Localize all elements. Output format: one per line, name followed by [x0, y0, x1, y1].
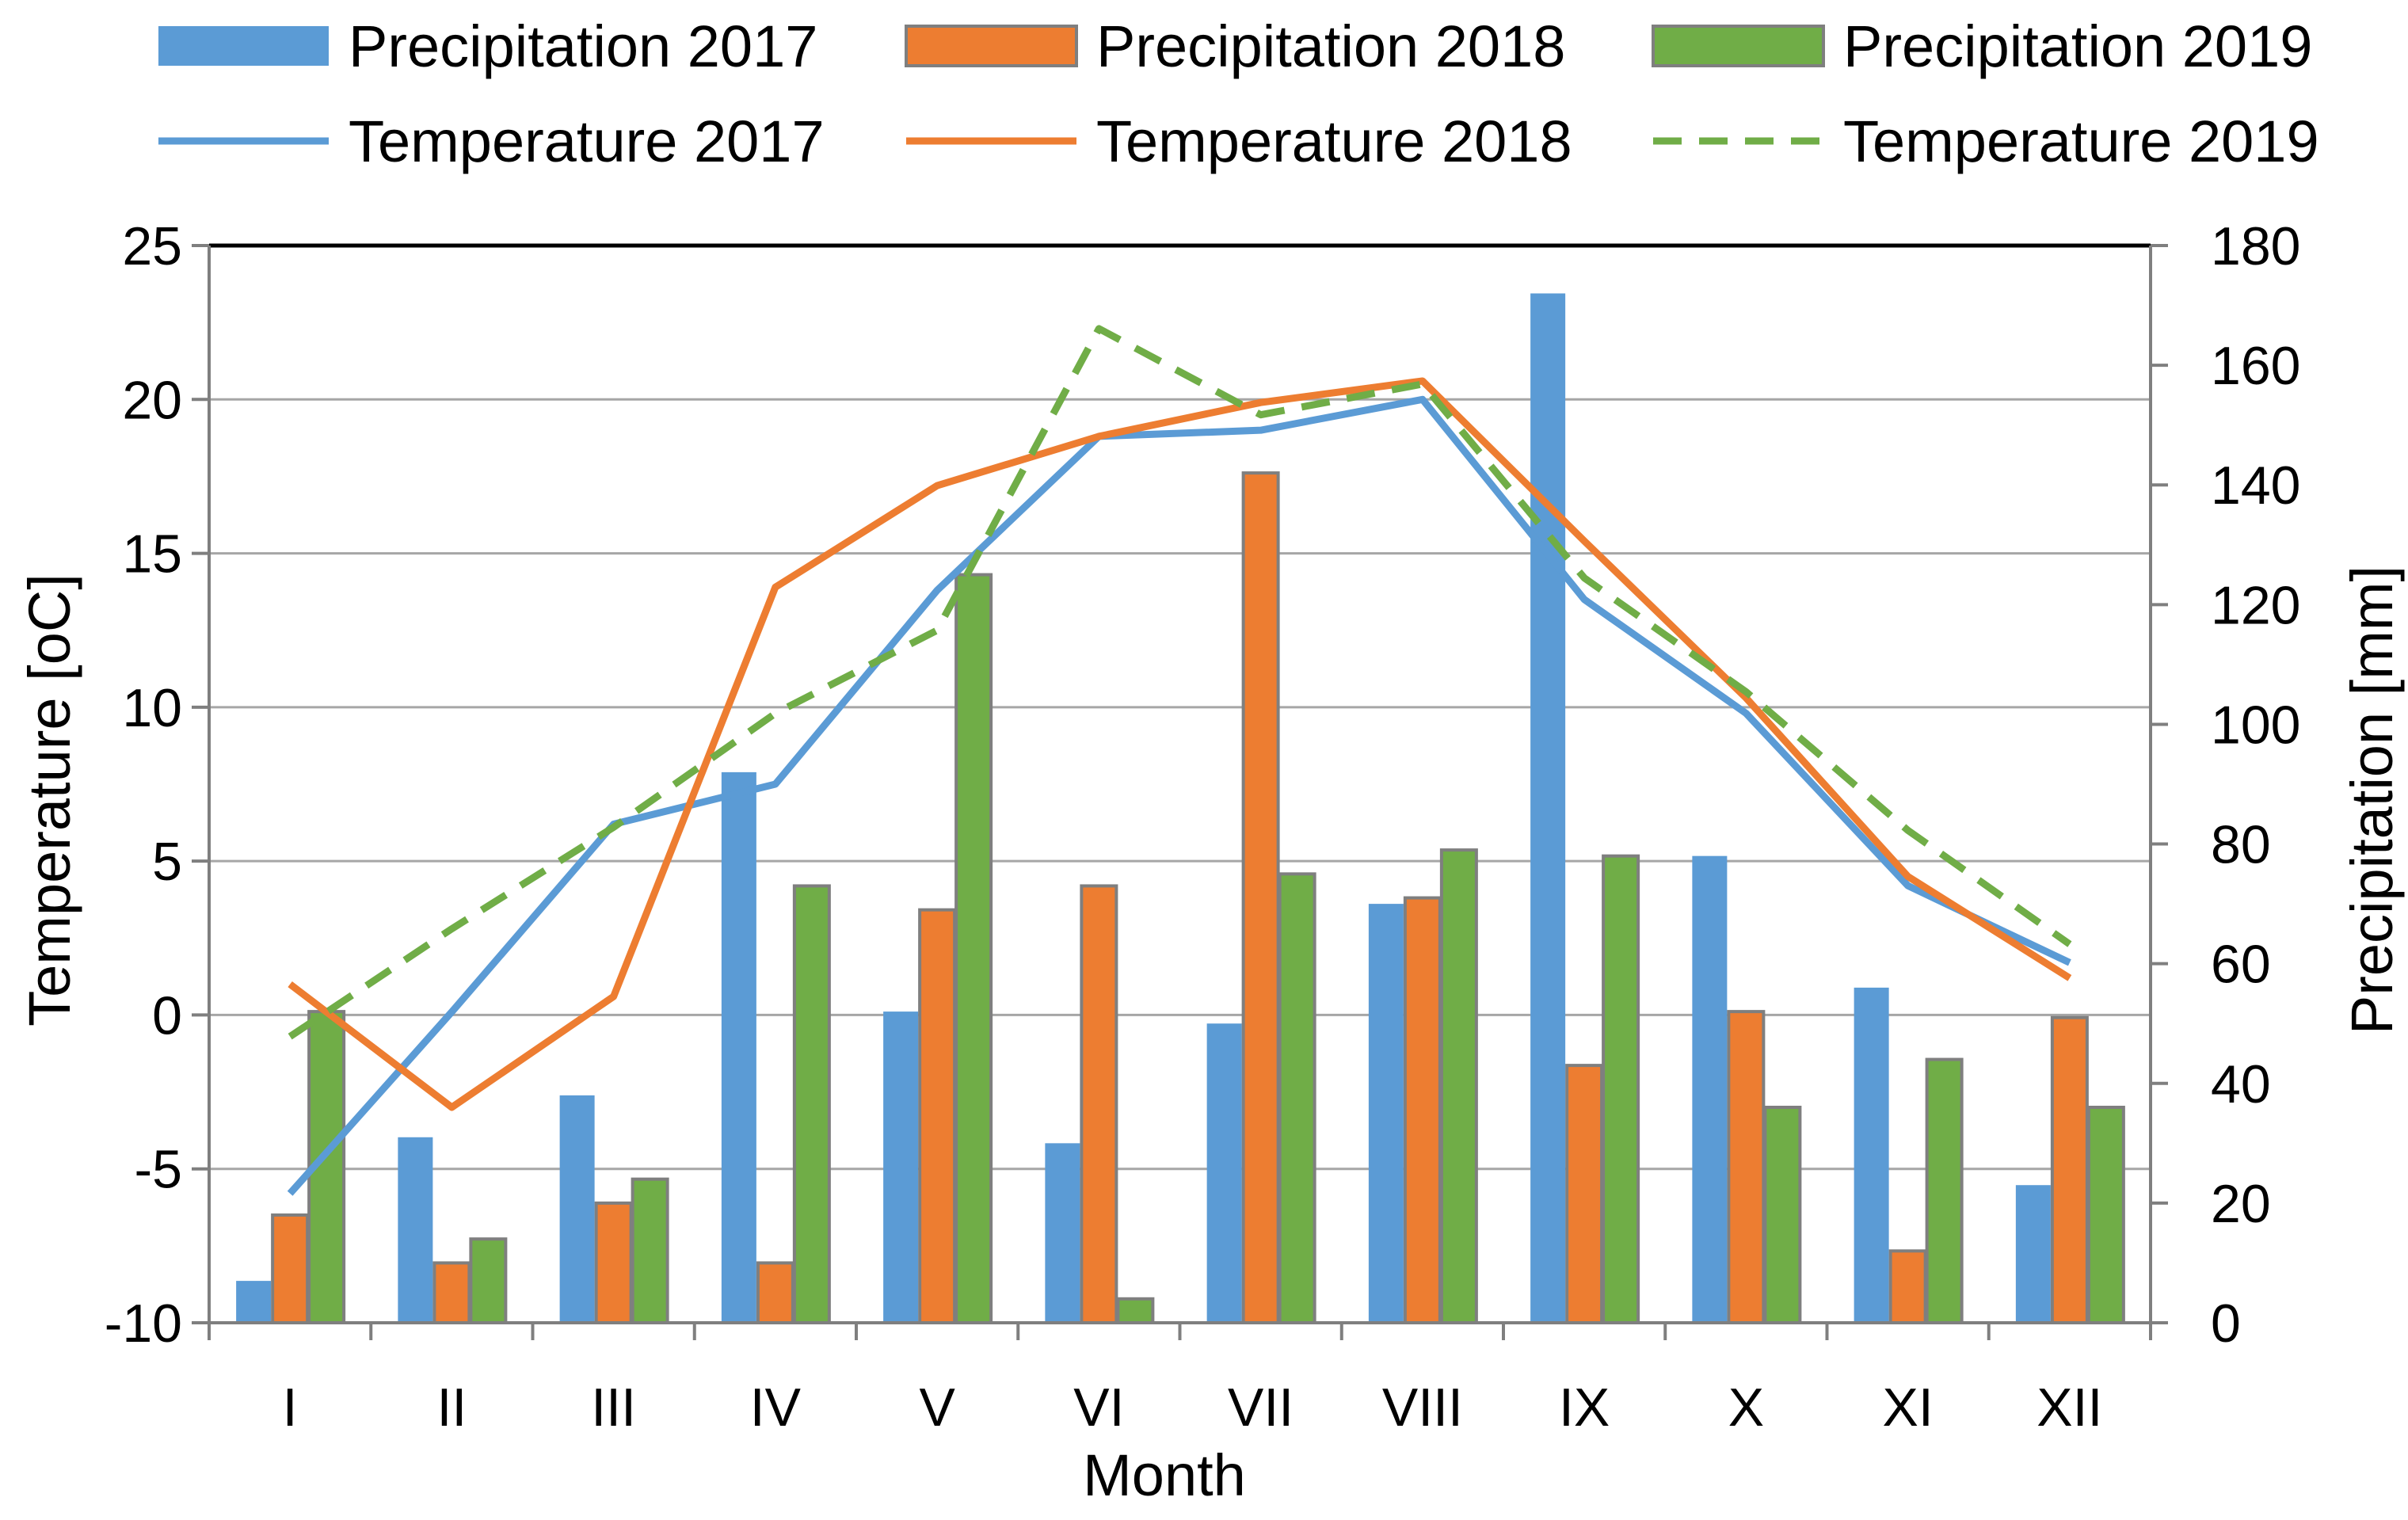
- x-tick-label: VIII: [1382, 1377, 1463, 1438]
- x-tick-label: X: [1728, 1377, 1764, 1438]
- precipitation-bar: [1602, 854, 1640, 1324]
- precipitation-bar: [756, 1261, 794, 1325]
- left-tick-label: 0: [152, 985, 182, 1046]
- x-tick-label: IX: [1559, 1377, 1610, 1438]
- precipitation-bar: [1565, 1064, 1604, 1324]
- x-tick-label: XI: [1883, 1377, 1934, 1438]
- x-tick-label: I: [283, 1377, 298, 1438]
- precipitation-bar: [1241, 471, 1280, 1324]
- precipitation-bar: [594, 1201, 633, 1325]
- left-tick-label: -5: [135, 1140, 182, 1200]
- legend-swatch: [158, 26, 329, 66]
- precipitation-bar: [918, 908, 957, 1324]
- temperature-line: [288, 377, 2072, 1111]
- right-tick-label: 40: [2211, 1054, 2271, 1114]
- legend-swatch: [1652, 25, 1825, 67]
- right-tick-label: 80: [2211, 815, 2271, 875]
- precipitation-bar: [1888, 1249, 1927, 1325]
- precipitation-bar: [1692, 855, 1728, 1323]
- precipitation-bar: [1530, 293, 1566, 1323]
- right-tick-label: 20: [2211, 1174, 2271, 1234]
- right-tick-label: 100: [2211, 695, 2300, 755]
- left-tick-label: 20: [122, 370, 182, 430]
- x-tick-label: III: [591, 1377, 636, 1438]
- left-tick-label: -10: [105, 1293, 182, 1354]
- precipitation-bar: [271, 1213, 310, 1324]
- precipitation-bar: [1368, 904, 1404, 1323]
- precipitation-bars: [236, 293, 2125, 1325]
- precipitation-bar: [631, 1177, 669, 1324]
- legend-swatch: [905, 25, 1078, 67]
- left-tick-label: 15: [122, 524, 182, 585]
- precipitation-bar: [954, 573, 993, 1324]
- left-axis-title: Temperature [oC]: [17, 573, 82, 1027]
- precipitation-bar: [1116, 1297, 1155, 1325]
- x-tick-label: XII: [2037, 1377, 2102, 1438]
- legend-label: Precipitation 2018: [1096, 13, 1565, 79]
- precipitation-bar: [1045, 1143, 1080, 1323]
- precipitation-bar: [2015, 1185, 2051, 1323]
- left-tick-label: 10: [122, 678, 182, 738]
- temperature-line: [287, 395, 2071, 1196]
- precipitation-bar: [236, 1281, 272, 1323]
- temperature-line: [288, 325, 2072, 1040]
- x-tick-label: II: [436, 1377, 467, 1438]
- legend: Precipitation 2017 Precipitation 2018 Prec…: [158, 13, 2319, 174]
- x-tick-label: VII: [1228, 1377, 1294, 1438]
- right-tick-label: 60: [2211, 935, 2271, 995]
- x-tick-label: V: [919, 1377, 955, 1438]
- precipitation-bar: [1763, 1106, 1802, 1324]
- legend-label: Temperature 2017: [349, 109, 825, 174]
- x-tick-label: VI: [1073, 1377, 1124, 1438]
- left-tick-label: 25: [122, 216, 182, 276]
- x-axis-title: Month: [1083, 1442, 1246, 1508]
- precipitation-bar: [1727, 1010, 1766, 1324]
- precipitation-bar: [1403, 896, 1442, 1324]
- precipitation-bar: [432, 1261, 471, 1325]
- legend-label: Temperature 2018: [1096, 109, 1572, 174]
- legend-label: Precipitation 2019: [1843, 13, 2312, 79]
- x-tick-label: IV: [750, 1377, 802, 1438]
- precipitation-bar: [1854, 987, 1889, 1323]
- precipitation-bar: [1080, 884, 1118, 1324]
- precipitation-bar: [1925, 1057, 1964, 1324]
- temperature-lines: [287, 325, 2072, 1196]
- legend-label: Precipitation 2017: [349, 13, 817, 79]
- precipitation-bar: [2050, 1015, 2089, 1324]
- precipitation-bar: [721, 771, 756, 1323]
- precipitation-bar: [883, 1011, 919, 1323]
- right-tick-label: 140: [2211, 455, 2300, 516]
- legend-label: Temperature 2019: [1843, 109, 2319, 174]
- right-tick-label: 120: [2211, 575, 2300, 635]
- precipitation-bar: [1206, 1023, 1242, 1323]
- precipitation-bar: [1439, 848, 1478, 1324]
- precipitation-bar: [559, 1095, 595, 1323]
- left-tick-label: 5: [152, 832, 182, 892]
- right-tick-label: 180: [2211, 216, 2300, 276]
- right-tick-label: 160: [2211, 336, 2300, 396]
- precipitation-bar: [792, 884, 831, 1324]
- precipitation-bar: [398, 1137, 433, 1323]
- precipitation-bar: [1278, 872, 1316, 1325]
- precipitation-bar: [469, 1237, 508, 1324]
- precipitation-bar: [2086, 1106, 2125, 1324]
- right-tick-label: 0: [2211, 1293, 2241, 1354]
- axes: 25 20 15 10 5 0 -5 -10 180 160 140 120 100 80 60 40 20 0 I…: [105, 216, 2301, 1438]
- gridlines: [209, 244, 2151, 1324]
- right-axis-title: Precipitation [mm]: [2339, 566, 2405, 1034]
